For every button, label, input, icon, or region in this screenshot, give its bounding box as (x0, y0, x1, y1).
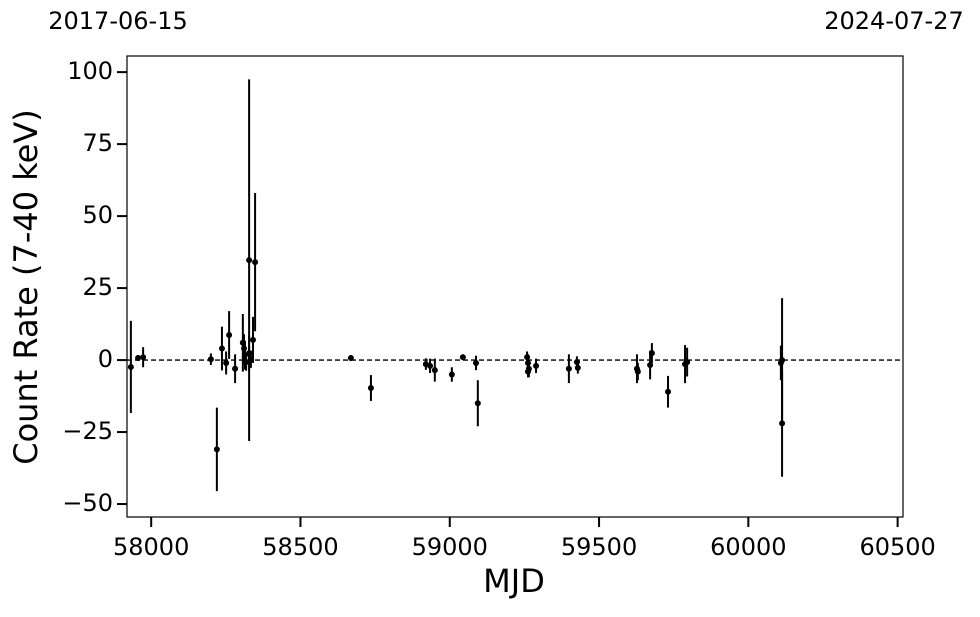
y-tick-label: 75 (82, 129, 113, 157)
top-date-label: 2024-07-27 (824, 7, 963, 35)
y-axis-label: Count Rate (7-40 keV) (7, 109, 45, 464)
data-point (213, 446, 220, 453)
data-point (226, 332, 233, 339)
data-point (665, 388, 672, 395)
x-tick-label: 60000 (710, 533, 786, 561)
data-point (574, 364, 581, 371)
x-tick-label: 59000 (412, 533, 488, 561)
data-point (459, 354, 466, 361)
data-point (634, 368, 641, 375)
x-axis-label: MJD (483, 562, 545, 600)
data-point (565, 365, 572, 372)
y-tick-label: −25 (62, 417, 113, 445)
data-point (524, 368, 531, 375)
data-point (684, 359, 691, 366)
data-point (243, 359, 250, 366)
x-tick-label: 60500 (859, 533, 935, 561)
data-point (648, 350, 655, 357)
data-point (367, 385, 374, 392)
y-tick-label: 25 (82, 273, 113, 301)
y-tick-label: 100 (67, 57, 113, 85)
data-point (431, 367, 438, 374)
data-point (427, 362, 434, 369)
data-point (473, 359, 480, 366)
top-date-label: 2017-06-15 (48, 7, 187, 35)
data-point (779, 420, 786, 427)
data-point (448, 371, 455, 378)
data-point (779, 357, 786, 364)
data-point (252, 259, 259, 266)
data-point (474, 400, 481, 407)
x-tick-label: 58000 (113, 533, 189, 561)
data-point (127, 363, 134, 370)
data-point (246, 257, 253, 264)
data-point (347, 355, 354, 362)
data-point (533, 362, 540, 369)
x-tick-label: 58500 (262, 533, 338, 561)
data-point (249, 336, 256, 343)
y-tick-label: 0 (98, 345, 113, 373)
data-point (207, 356, 214, 363)
y-tick-label: −50 (62, 489, 113, 517)
plot-frame (126, 55, 904, 518)
y-tick-label: 50 (82, 201, 113, 229)
data-point (223, 359, 230, 366)
data-point (232, 365, 239, 372)
data-point (140, 354, 147, 361)
x-tick-label: 59500 (561, 533, 637, 561)
data-point (218, 345, 225, 352)
data-point (647, 361, 654, 368)
data-point (135, 355, 142, 362)
